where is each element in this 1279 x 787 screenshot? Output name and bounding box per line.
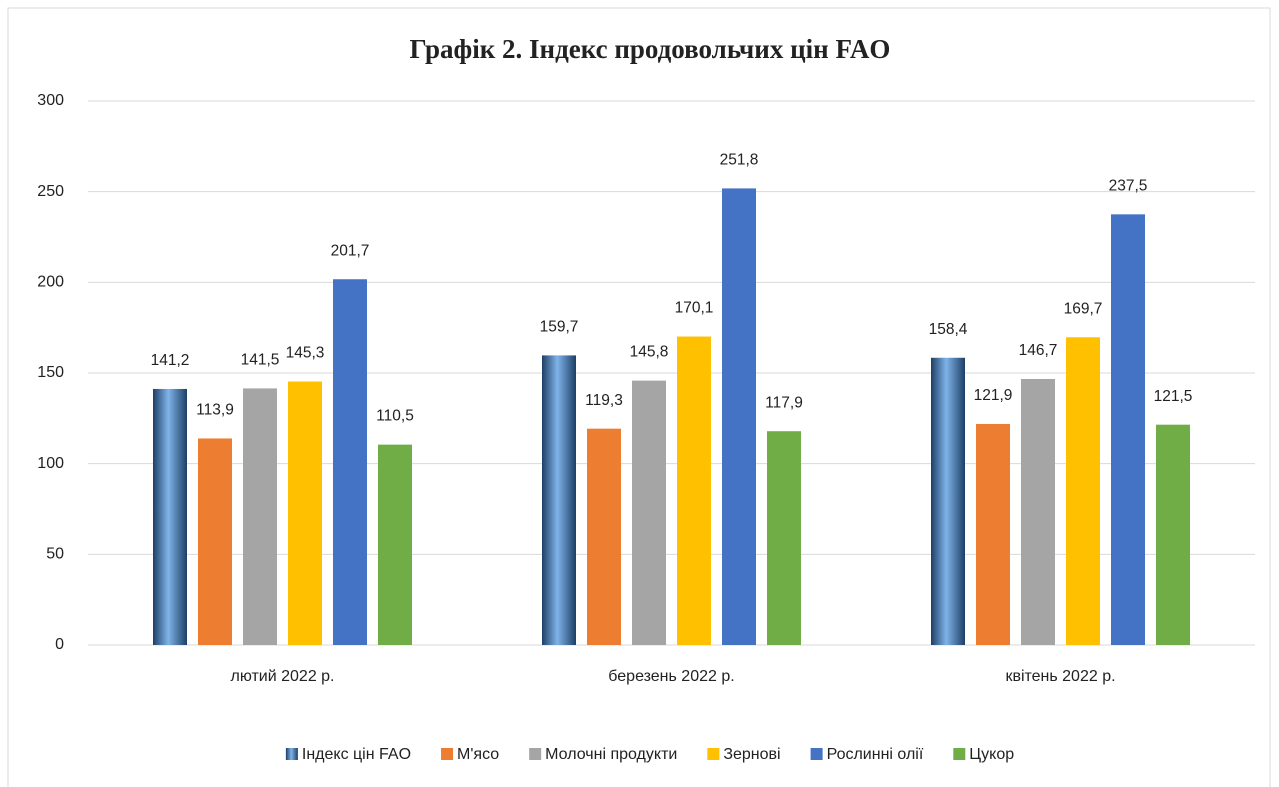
legend-label: Рослинні олії <box>827 746 924 763</box>
value-label: 146,7 <box>1019 342 1058 359</box>
y-tick-label: 0 <box>55 636 64 653</box>
bar <box>1021 378 1055 645</box>
bar <box>243 388 277 645</box>
bar <box>153 388 187 645</box>
legend-marker <box>953 748 966 760</box>
legend-marker <box>441 748 454 760</box>
bar <box>1066 337 1100 645</box>
value-label: 251,8 <box>720 151 759 168</box>
value-label: 110,5 <box>376 408 414 425</box>
bar <box>722 188 756 646</box>
legend-label: Індекс цін FAO <box>302 746 411 763</box>
value-label: 201,7 <box>331 242 370 259</box>
value-label: 159,7 <box>540 319 579 336</box>
value-label: 145,3 <box>286 345 325 362</box>
chart-title: Графік 2. Індекс продовольчих цін FAO <box>410 34 891 64</box>
legend-label: М'ясо <box>457 746 499 763</box>
y-tick-label: 150 <box>37 364 64 381</box>
bar <box>333 279 367 645</box>
legend-marker <box>285 748 298 760</box>
legend-marker <box>529 748 542 760</box>
value-label: 119,3 <box>585 392 623 409</box>
bar <box>378 444 412 645</box>
bar <box>587 428 621 645</box>
legend-label: Цукор <box>969 746 1014 763</box>
legend-label: Молочні продукти <box>545 746 677 763</box>
bar <box>1111 214 1145 646</box>
bar <box>542 355 576 645</box>
y-tick-label: 100 <box>37 455 64 472</box>
y-tick-label: 250 <box>37 183 64 200</box>
bar <box>677 336 711 645</box>
value-label: 158,4 <box>929 321 968 338</box>
y-tick-label: 300 <box>37 92 64 109</box>
value-label: 141,5 <box>241 352 280 369</box>
value-label: 237,5 <box>1109 177 1148 194</box>
x-tick-label: квітень 2022 р. <box>1005 668 1115 685</box>
value-label: 141,2 <box>151 352 190 369</box>
x-tick-label: лютий 2022 р. <box>230 668 334 685</box>
bar <box>767 431 801 645</box>
chart-border <box>7 7 1271 787</box>
legend-marker <box>707 748 720 760</box>
value-label: 117,9 <box>765 394 803 411</box>
y-tick-label: 50 <box>46 546 64 563</box>
value-label: 170,1 <box>675 300 714 317</box>
legend-label: Зернові <box>723 746 780 763</box>
bar <box>1156 424 1190 645</box>
value-label: 113,9 <box>196 402 234 419</box>
bar <box>931 357 965 645</box>
legend-marker <box>810 748 823 760</box>
bar <box>288 381 322 645</box>
value-label: 169,7 <box>1064 300 1103 317</box>
bar <box>976 423 1010 645</box>
y-tick-label: 200 <box>37 274 64 291</box>
bar <box>632 380 666 645</box>
x-tick-label: березень 2022 р. <box>608 668 734 685</box>
value-label: 121,5 <box>1154 388 1193 405</box>
bar <box>198 438 232 645</box>
value-label: 145,8 <box>630 344 669 361</box>
value-label: 121,9 <box>974 387 1013 404</box>
